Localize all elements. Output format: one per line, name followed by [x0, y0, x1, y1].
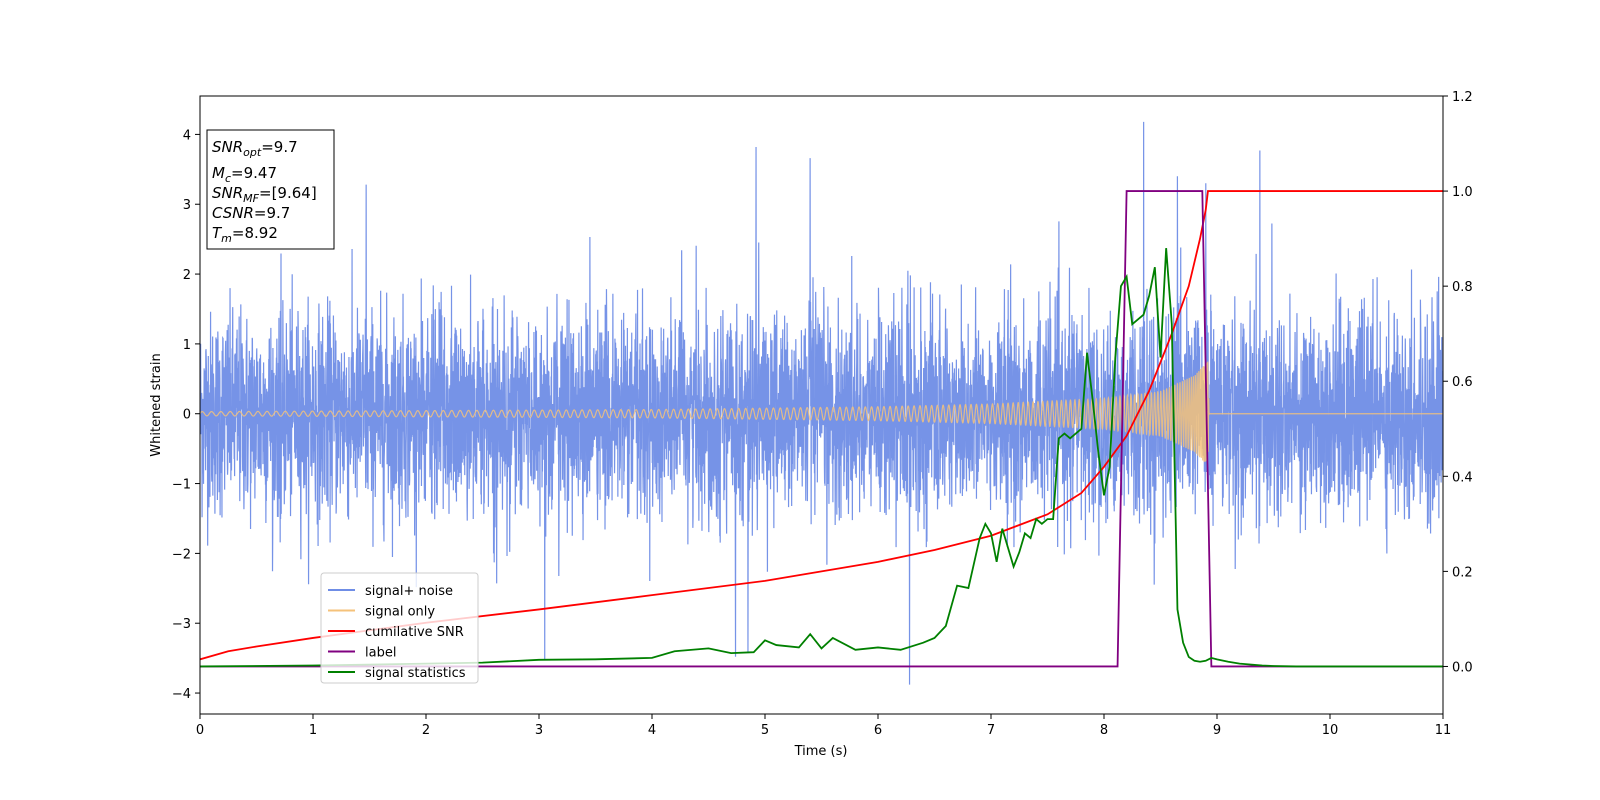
- legend-label-1: signal only: [365, 605, 435, 620]
- info-snr-opt: SNRopt=9.7: [212, 138, 298, 159]
- y-left-tick-label-0: −4: [172, 687, 191, 702]
- y-right-tick-label-6: 1.2: [1452, 90, 1473, 105]
- x-tick-label-1: 1: [309, 723, 317, 738]
- legend-frame: [320, 572, 479, 684]
- plot-frame: [199, 95, 1444, 715]
- legend-label-4: signal statistics: [365, 666, 466, 681]
- y-right-tick-label-1: 0.2: [1452, 565, 1473, 580]
- info-mc: Mc=9.47: [212, 164, 277, 185]
- info-box-frame: [206, 129, 335, 250]
- y-left-tick-label-4: 0: [183, 408, 191, 423]
- y-left-tick-label-5: 1: [183, 338, 191, 353]
- x-axis-label: Time (s): [794, 744, 848, 759]
- y-left-tick-label-3: −1: [172, 478, 191, 493]
- y-left-tick-label-1: −3: [172, 617, 191, 632]
- y-right-tick-label-3: 0.6: [1452, 375, 1473, 390]
- y-right-tick-label-4: 0.8: [1452, 280, 1473, 295]
- x-tick-label-10: 10: [1322, 723, 1339, 738]
- x-tick-label-8: 8: [1100, 723, 1108, 738]
- y-axis-label: Whitened strain: [149, 353, 164, 456]
- y-left-tick-label-6: 2: [183, 268, 191, 283]
- x-tick-label-4: 4: [648, 723, 656, 738]
- legend-label-2: cumilative SNR: [365, 625, 464, 640]
- legend-label-3: label: [365, 646, 396, 661]
- x-tick-label-9: 9: [1213, 723, 1221, 738]
- y-left-tick-label-8: 4: [183, 128, 191, 143]
- series-signal-only: [200, 361, 1443, 463]
- y-right-tick-label-5: 1.0: [1452, 185, 1473, 200]
- y-axis-right: 0.0 0.2 0.4 0.6 0.8 1.0 1.2: [1443, 90, 1473, 675]
- y-left-tick-label-2: −2: [172, 547, 191, 562]
- x-tick-label-2: 2: [422, 723, 430, 738]
- y-axis-left: −4 −3 −2 −1 0 1 2 3 4: [172, 128, 200, 702]
- series-label: [200, 190, 1443, 668]
- y-left-tick-label-7: 3: [183, 198, 191, 213]
- x-tick-label-5: 5: [761, 723, 769, 738]
- info-csnr: CSNR=9.7: [212, 204, 290, 222]
- info-snr-mf: SNRMF=[9.64]: [212, 184, 317, 205]
- series-signal-statistics: [200, 248, 1443, 668]
- x-tick-label-6: 6: [874, 723, 882, 738]
- series-signal-noise: [200, 121, 1443, 685]
- x-tick-label-3: 3: [535, 723, 543, 738]
- x-tick-label-11: 11: [1435, 723, 1452, 738]
- y-right-tick-label-2: 0.4: [1452, 470, 1473, 485]
- legend: signal+ noise signal only cumilative SNR la…: [320, 572, 479, 684]
- x-tick-label-7: 7: [987, 723, 995, 738]
- info-box: SNRopt=9.7 Mc=9.47 SNRMF=[9.64] CSNR=9.7…: [206, 129, 335, 250]
- legend-label-0: signal+ noise: [365, 584, 453, 599]
- x-axis: 0 1 2 3 4 5 6 7 8 9 10 11: [196, 714, 1451, 738]
- y-right-tick-label-0: 0.0: [1452, 660, 1473, 675]
- x-tick-label-0: 0: [196, 723, 204, 738]
- info-tm: Tm=8.92: [212, 224, 278, 245]
